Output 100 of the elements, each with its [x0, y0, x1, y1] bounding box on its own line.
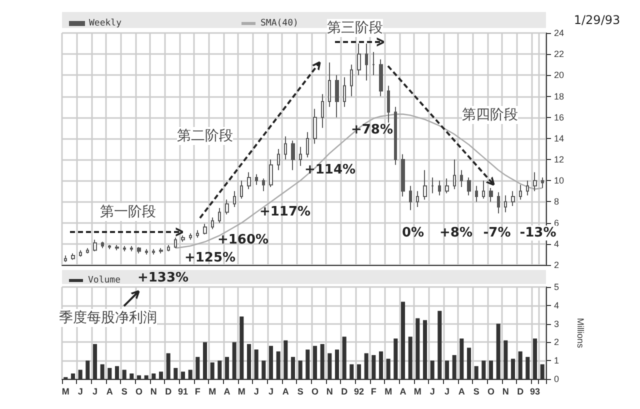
x-tick-label: M: [208, 386, 216, 396]
annotation: 0%: [402, 226, 424, 240]
x-tick-label: M: [62, 386, 70, 396]
candlestick: [541, 176, 544, 189]
y-tick-label: 8: [554, 196, 560, 207]
candlestick: [482, 180, 485, 200]
y-tick-label: 1: [554, 356, 560, 366]
x-tick-label: N: [150, 386, 157, 396]
x-tick-label: J: [268, 386, 274, 396]
x-tick-label: 91: [178, 386, 188, 396]
x-tick-label: 93: [530, 386, 540, 396]
candlestick: [255, 174, 258, 186]
candlestick: [189, 232, 192, 240]
candlestick: [467, 176, 471, 196]
x-tick-label: O: [487, 386, 495, 396]
y-tick-label: 2: [554, 337, 560, 348]
y-tick-label: 2: [554, 260, 560, 270]
y-tick-label: 5: [554, 282, 560, 292]
annotation: 第二阶段: [177, 127, 233, 145]
text: 1/29/93: [574, 13, 620, 27]
candlestick: [86, 248, 89, 254]
x-tick-label: D: [517, 386, 524, 396]
x-tick-label: D: [165, 386, 172, 396]
candlestick: [306, 132, 309, 158]
annotation: 季度每股净利润: [59, 309, 157, 327]
legend-label: Volume: [88, 276, 121, 286]
y-tick-label: 6: [554, 218, 560, 228]
candlestick: [372, 51, 375, 76]
candlestick: [262, 178, 265, 192]
x-tick-label: S: [297, 386, 304, 396]
candlestick: [284, 136, 287, 160]
candlestick: [453, 159, 456, 190]
candlestick: [423, 170, 427, 200]
candlestick: [321, 94, 324, 128]
candlestick: [196, 230, 199, 238]
candlestick: [64, 255, 67, 262]
candlestick: [416, 190, 419, 208]
annotation: -7%: [483, 226, 511, 240]
annotation: 第三阶段: [327, 19, 383, 37]
candlestick: [101, 241, 104, 249]
candlestick: [233, 190, 236, 208]
x-tick-label: F: [194, 386, 201, 396]
candlestick: [152, 248, 155, 255]
annotation: 第四阶段: [462, 106, 518, 124]
x-tick-label: J: [444, 386, 450, 396]
candlestick: [79, 250, 82, 258]
y-tick-label: 4: [554, 238, 560, 249]
x-tick-label: N: [326, 386, 333, 396]
y-axis-title: Millions: [576, 318, 586, 348]
x-tick-label: F: [370, 386, 377, 396]
candlestick: [203, 223, 207, 235]
candlestick: [159, 248, 163, 254]
legend-label: Weekly: [89, 18, 122, 28]
candlestick: [511, 190, 515, 206]
x-tick-label: M: [384, 386, 392, 396]
candlestick: [394, 106, 397, 166]
candlestick: [291, 140, 295, 171]
y-tick-label: 0: [554, 374, 560, 384]
candlestick: [130, 246, 133, 252]
x-tick-label: N: [502, 386, 509, 396]
x-tick-label: J: [430, 386, 435, 396]
candlestick: [497, 192, 500, 214]
candlestick: [379, 58, 383, 97]
x-tick-label: J: [254, 386, 259, 396]
annotation: +8%: [440, 226, 472, 240]
y-tick-label: 22: [554, 49, 564, 60]
x-tick-label: M: [238, 386, 246, 396]
x-tick-label: A: [282, 386, 290, 396]
candlestick: [475, 185, 478, 202]
legend-label: SMA(40): [260, 18, 298, 28]
candlestick: [71, 252, 75, 260]
candlestick: [328, 62, 331, 108]
candlestick: [387, 85, 390, 124]
y-tick-label: 16: [554, 112, 564, 122]
y-tick-label: 18: [554, 91, 564, 102]
candlestick: [519, 184, 522, 200]
candlestick: [218, 208, 221, 224]
x-tick-label: A: [106, 386, 114, 396]
y-tick-label: 20: [554, 70, 564, 80]
candlestick: [504, 194, 507, 213]
x-tick-label: 92: [354, 386, 364, 396]
x-tick-label: S: [473, 386, 480, 396]
candlestick: [431, 176, 434, 194]
candlestick: [445, 178, 449, 194]
x-tick-label: S: [121, 386, 128, 396]
candlestick: [145, 248, 148, 255]
x-tick-label: A: [224, 386, 231, 396]
candlestick: [365, 43, 368, 81]
annotation: +78%: [350, 122, 394, 138]
candlestick: [225, 199, 229, 215]
y-tick-label: 3: [554, 318, 560, 329]
candlestick: [357, 43, 361, 76]
candlestick: [123, 246, 126, 252]
x-tick-label: A: [458, 386, 466, 396]
candlestick: [460, 170, 463, 188]
candlestick: [115, 244, 119, 251]
y-tick-label: 4: [554, 300, 560, 310]
x-tick-label: M: [414, 386, 422, 396]
candlestick: [343, 76, 346, 108]
candlestick: [174, 237, 177, 249]
